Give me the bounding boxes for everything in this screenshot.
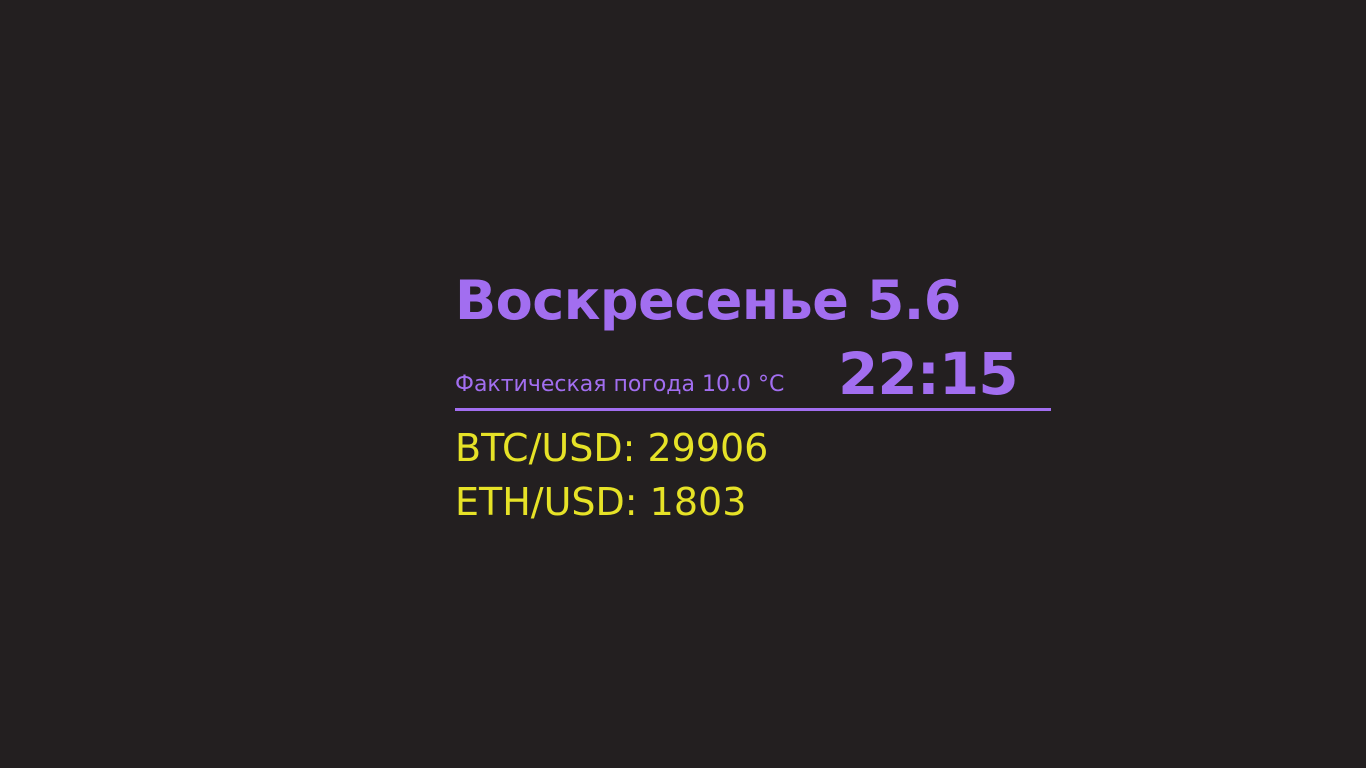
clock-time: 22:15: [838, 340, 1019, 408]
rate-eth-usd: ETH/USD: 1803: [455, 480, 747, 524]
rates-list: BTC/USD: 29906 ETH/USD: 1803: [455, 421, 1051, 529]
rate-btc-usd: BTC/USD: 29906: [455, 426, 769, 470]
info-widget: Воскресенье 5.6 Фактическая погода 10.0 …: [455, 268, 1051, 529]
weather-clock-row: Фактическая погода 10.0 °C 22:15: [455, 334, 1051, 411]
weather-text: Фактическая погода 10.0 °C: [455, 372, 785, 397]
day-date-heading: Воскресенье 5.6: [455, 269, 961, 332]
